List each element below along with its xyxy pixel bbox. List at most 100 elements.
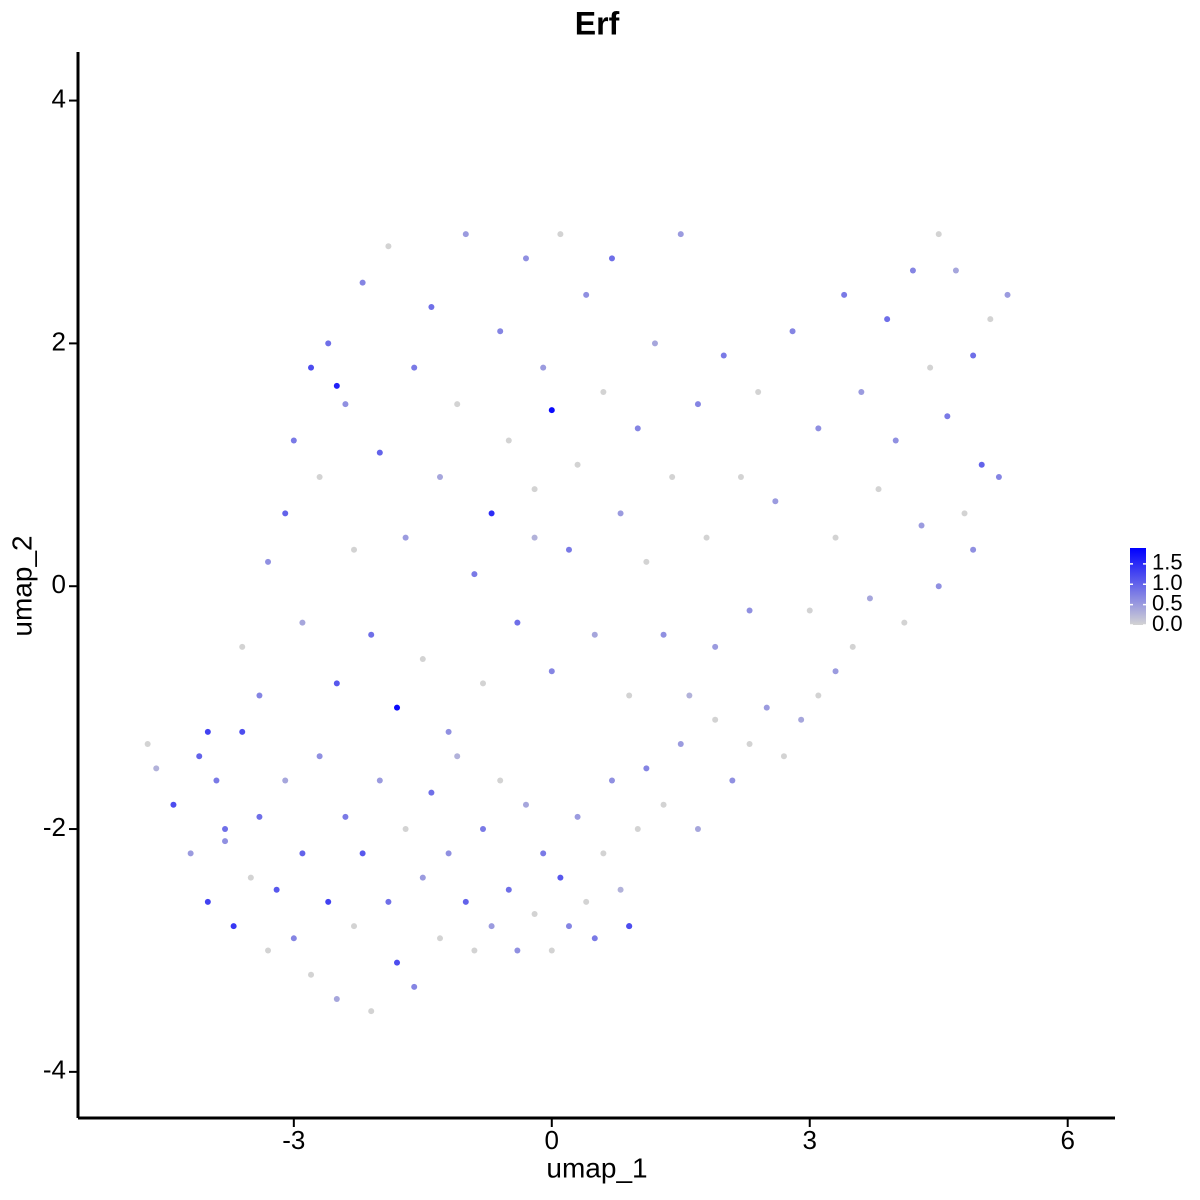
x-tick-label: 6 [1060,1125,1074,1155]
x-axis-title: umap_1 [546,1152,647,1183]
point [643,765,650,772]
point [514,619,521,626]
point [892,437,899,444]
point [608,777,615,784]
point [565,923,572,930]
point [841,291,848,298]
y-tick-label: 2 [52,326,66,356]
point [454,753,461,760]
point [479,826,486,833]
point [488,923,495,930]
point [565,546,572,553]
point [978,461,985,468]
point [522,801,529,808]
point [368,631,375,638]
point [583,291,590,298]
point [462,231,469,238]
point [385,243,392,250]
point [608,255,615,262]
point [316,753,323,760]
point [712,716,719,723]
point [815,692,822,699]
point [282,510,289,517]
point [359,850,366,857]
y-axis-title: umap_2 [6,535,37,636]
point [247,874,254,881]
point [402,826,409,833]
point [153,765,160,772]
point [514,947,521,954]
point [196,753,203,760]
point [884,316,891,323]
x-tick-label: 0 [545,1125,559,1155]
point [927,364,934,371]
point [187,850,194,857]
point [970,352,977,359]
colorbar-label: 0.5 [1152,590,1183,615]
point [763,704,770,711]
point [634,425,641,432]
point [282,777,289,784]
point [1004,291,1011,298]
point [712,643,719,650]
point [144,741,151,748]
point [222,826,229,833]
point [815,425,822,432]
point [806,607,813,614]
point [497,777,504,784]
point [342,813,349,820]
point [961,510,968,517]
point [213,777,220,784]
point [866,595,873,602]
point [660,801,667,808]
colorbar [1130,548,1146,625]
point [591,935,598,942]
point [265,947,272,954]
point [471,947,478,954]
point [333,996,340,1003]
point [394,959,401,966]
point [368,1008,375,1015]
point [273,886,280,893]
point [333,680,340,687]
point [531,534,538,541]
point [849,643,856,650]
point [505,437,512,444]
point [875,486,882,493]
point [574,461,581,468]
point [703,534,710,541]
point [737,473,744,480]
point [351,546,358,553]
point [333,382,340,389]
point [316,473,323,480]
point [325,898,332,905]
point [222,838,229,845]
point [265,558,272,565]
point [660,631,667,638]
point [299,619,306,626]
point [411,983,418,990]
point [987,316,994,323]
colorbar-label: 1.5 [1152,550,1183,575]
point [428,789,435,796]
point [557,874,564,881]
point [462,898,469,905]
point [342,401,349,408]
point [548,668,555,675]
point [239,643,246,650]
point [548,407,555,414]
point [677,231,684,238]
point [798,716,805,723]
point [522,255,529,262]
point [634,826,641,833]
colorbar-label: 1.0 [1152,570,1183,595]
point [918,522,925,529]
y-tick-label: 4 [52,83,66,113]
point [239,728,246,735]
point [669,473,676,480]
point [952,267,959,274]
colorbar-label: 0.0 [1152,611,1183,636]
point [308,971,315,978]
point [832,534,839,541]
